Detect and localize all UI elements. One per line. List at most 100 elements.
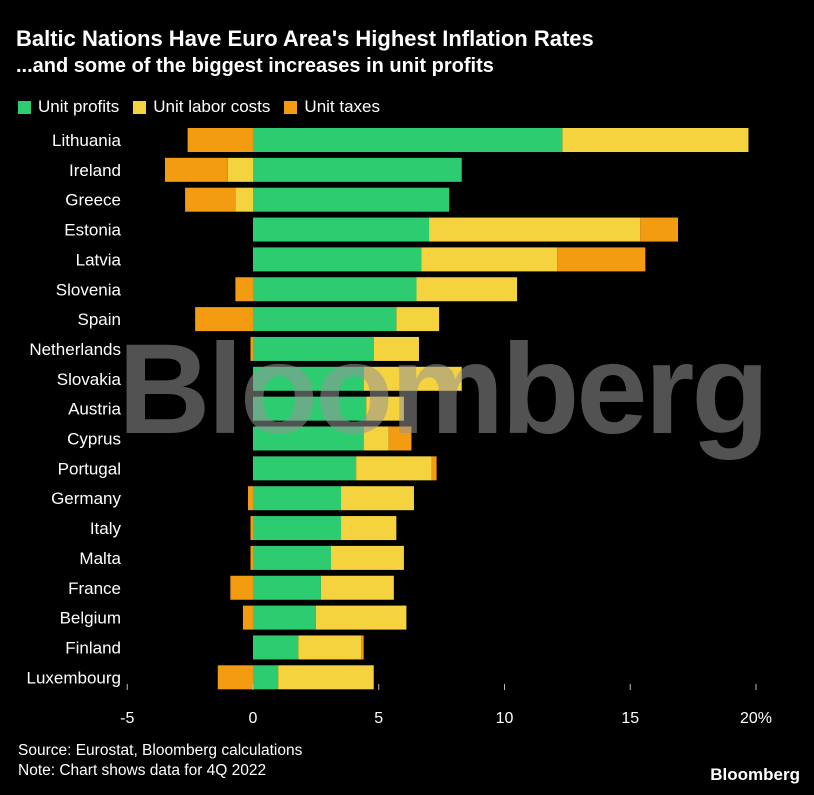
bar-france-unit-profits (253, 575, 321, 600)
x-tick-label: 5 (374, 710, 383, 727)
x-axis: -5 0 5 10 15 20% (120, 684, 772, 727)
bar-greece-unit-taxes (185, 187, 236, 212)
chart-subtitle: ...and some of the biggest increases in … (16, 55, 494, 77)
legend-swatch-unit-taxes (284, 100, 298, 114)
category-label-italy: Italy (90, 519, 122, 538)
category-label-germany: Germany (51, 489, 121, 508)
source-text: Source: Eurostat, Bloomberg calculations (18, 742, 303, 759)
bar-italy-unit-profits (253, 516, 342, 541)
bar-luxembourg-unit-profits (253, 665, 279, 690)
legend-label-unit-taxes: Unit taxes (304, 97, 381, 116)
bar-greece-unit-profits (253, 187, 450, 212)
category-label-greece: Greece (65, 191, 121, 210)
category-label-ireland: Ireland (69, 161, 121, 180)
bar-belgium-unit-profits (253, 605, 316, 630)
bar-slovenia-unit-taxes (235, 277, 253, 302)
bar-greece-unit-labor-costs (235, 187, 253, 212)
bar-lithuania-unit-labor-costs (562, 128, 749, 152)
bar-finland-unit-profits (253, 635, 299, 660)
x-tick-label: 20% (740, 710, 772, 727)
category-label-belgium: Belgium (60, 609, 121, 628)
legend-swatch-unit-labor-costs (133, 100, 147, 114)
note-text: Note: Chart shows data for 4Q 2022 (18, 762, 267, 779)
bar-portugal-unit-taxes (431, 456, 437, 481)
bar-slovakia-unit-labor-costs (363, 366, 462, 391)
chart-title: Baltic Nations Have Euro Area's Highest … (16, 26, 594, 51)
bar-belgium-unit-labor-costs (315, 605, 407, 630)
bar-france-unit-taxes (230, 575, 253, 600)
x-tick-label: 10 (496, 710, 514, 727)
bar-ireland-unit-profits (253, 157, 462, 182)
category-label-lithuania: Lithuania (52, 131, 122, 150)
category-labels: Lithuania Ireland Greece Estonia Latvia Slove… (26, 131, 121, 687)
category-label-slovakia: Slovakia (57, 370, 122, 389)
bar-luxembourg-unit-taxes (217, 665, 253, 690)
category-label-cyprus: Cyprus (67, 430, 121, 449)
bar-cyprus-unit-taxes (388, 426, 412, 451)
bar-luxembourg-unit-labor-costs (278, 665, 374, 690)
legend-item-unit-taxes: Unit taxes (284, 97, 380, 117)
bar-slovakia-unit-profits (253, 366, 364, 391)
bar-latvia-unit-labor-costs (421, 247, 558, 272)
bar-spain-unit-labor-costs (396, 307, 440, 332)
bar-netherlands-unit-taxes (250, 336, 253, 361)
bar-france-unit-labor-costs (320, 575, 394, 600)
bar-slovenia-unit-labor-costs (416, 277, 518, 302)
category-label-netherlands: Netherlands (29, 340, 121, 359)
bar-estonia-unit-profits (253, 217, 430, 242)
category-label-austria: Austria (68, 400, 121, 419)
bar-belgium-unit-taxes (242, 605, 253, 630)
category-label-france: France (68, 579, 121, 598)
bar-netherlands-unit-profits (253, 336, 374, 361)
legend-item-unit-labor-costs: Unit labor costs (133, 97, 270, 117)
bar-malta-unit-labor-costs (330, 545, 404, 570)
x-tick-label: 0 (249, 710, 258, 727)
bloomberg-logo: Bloomberg (710, 765, 800, 784)
bar-portugal-unit-profits (253, 456, 357, 481)
bar-latvia-unit-taxes (557, 247, 646, 272)
bar-slovenia-unit-profits (253, 277, 417, 302)
bar-spain-unit-profits (253, 307, 397, 332)
bar-estonia-unit-taxes (640, 217, 679, 242)
bar-malta-unit-profits (253, 545, 331, 570)
category-label-latvia: Latvia (76, 250, 122, 269)
bar-austria-unit-labor-costs (366, 396, 404, 421)
x-tick-label: -5 (120, 710, 134, 727)
bars-layer (164, 128, 749, 690)
category-label-spain: Spain (78, 310, 121, 329)
legend-item-unit-profits: Unit profits (18, 97, 119, 117)
bar-lithuania-unit-profits (253, 128, 563, 152)
category-label-malta: Malta (79, 549, 121, 568)
bar-spain-unit-taxes (195, 307, 253, 332)
bar-netherlands-unit-labor-costs (373, 336, 419, 361)
legend: Unit profits Unit labor costs Unit taxes (18, 97, 394, 117)
legend-label-unit-labor-costs: Unit labor costs (153, 97, 271, 116)
bar-finland-unit-taxes (361, 635, 364, 660)
category-label-luxembourg: Luxembourg (26, 668, 121, 687)
bar-germany-unit-taxes (247, 486, 253, 511)
category-label-portugal: Portugal (58, 459, 121, 478)
legend-swatch-unit-profits (18, 100, 31, 114)
bar-cyprus-unit-labor-costs (363, 426, 389, 451)
category-label-finland: Finland (65, 638, 121, 657)
bar-cyprus-unit-profits (253, 426, 364, 451)
bar-finland-unit-labor-costs (298, 635, 362, 660)
bar-portugal-unit-labor-costs (356, 456, 432, 481)
bar-lithuania-unit-taxes (187, 128, 253, 152)
x-tick-label: 15 (621, 710, 639, 727)
bar-italy-unit-labor-costs (341, 516, 397, 541)
bar-malta-unit-taxes (250, 545, 253, 570)
bar-latvia-unit-profits (253, 247, 422, 272)
bar-germany-unit-labor-costs (341, 486, 414, 511)
category-label-estonia: Estonia (64, 221, 121, 240)
source-note: Source: Eurostat, Bloomberg calculations… (18, 741, 302, 781)
category-label-slovenia: Slovenia (56, 280, 122, 299)
legend-label-unit-profits: Unit profits (38, 97, 120, 116)
bar-ireland-unit-taxes (164, 157, 228, 182)
bar-ireland-unit-labor-costs (227, 157, 253, 182)
bar-italy-unit-taxes (250, 516, 253, 541)
bar-germany-unit-profits (253, 486, 342, 511)
bar-austria-unit-profits (253, 396, 367, 421)
bar-estonia-unit-labor-costs (429, 217, 641, 242)
